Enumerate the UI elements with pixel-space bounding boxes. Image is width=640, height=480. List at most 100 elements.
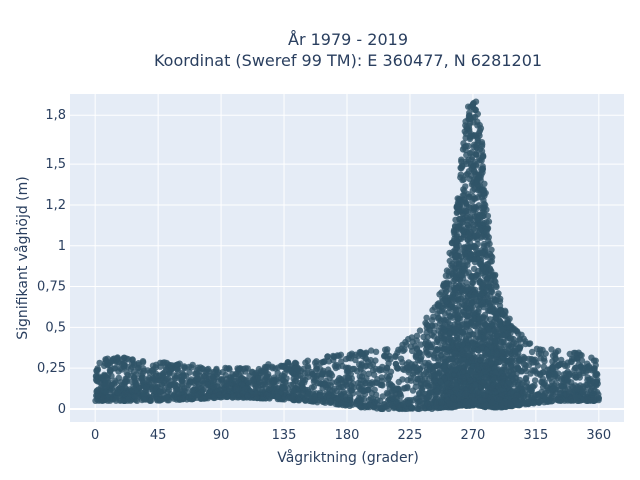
data-point xyxy=(355,379,362,387)
x-axis-ticks: 0 45 90 135 180 225 270 315 360 xyxy=(91,428,611,443)
data-point xyxy=(289,387,296,394)
data-point xyxy=(460,320,467,328)
data-point xyxy=(558,356,565,364)
data-point xyxy=(141,393,148,400)
data-point xyxy=(186,379,194,386)
data-point xyxy=(217,376,225,384)
data-point xyxy=(585,366,592,374)
data-point xyxy=(470,225,477,233)
data-point xyxy=(499,373,507,380)
data-point xyxy=(459,163,466,170)
data-point xyxy=(186,369,193,376)
data-point xyxy=(106,362,114,369)
data-point xyxy=(595,394,602,402)
data-point xyxy=(433,387,440,395)
data-point xyxy=(437,378,444,386)
data-point xyxy=(123,390,131,397)
data-point xyxy=(530,400,538,407)
data-point xyxy=(372,348,380,355)
y-axis-ticks: 0 0,25 0,5 0,75 1 1,2 1,5 1,8 xyxy=(37,108,66,417)
data-point xyxy=(255,375,262,382)
data-point xyxy=(527,370,534,377)
data-point xyxy=(345,374,353,382)
data-point xyxy=(378,377,386,384)
data-point xyxy=(530,358,538,365)
data-point xyxy=(305,364,312,372)
data-point xyxy=(445,309,452,316)
data-point xyxy=(471,242,478,250)
data-point xyxy=(367,362,374,369)
data-point xyxy=(360,396,368,403)
data-point xyxy=(476,316,483,323)
data-point xyxy=(467,273,474,280)
data-point xyxy=(443,267,451,274)
data-point xyxy=(458,253,465,260)
data-point xyxy=(528,387,535,395)
data-point xyxy=(400,400,407,408)
data-point xyxy=(287,381,295,389)
data-point xyxy=(367,381,374,389)
data-point xyxy=(279,385,287,392)
data-point xyxy=(121,360,128,367)
data-point xyxy=(433,362,441,369)
data-point xyxy=(198,377,206,384)
data-point xyxy=(452,216,459,224)
data-point xyxy=(422,380,429,387)
x-tick-label: 180 xyxy=(335,428,360,443)
data-point xyxy=(507,389,515,397)
data-point xyxy=(492,403,499,411)
data-point xyxy=(566,350,573,358)
data-point xyxy=(459,341,466,348)
data-point xyxy=(444,380,452,387)
data-point xyxy=(507,401,514,409)
data-point xyxy=(480,266,487,273)
data-point xyxy=(460,264,468,272)
data-point xyxy=(523,383,530,390)
data-point xyxy=(313,366,320,373)
data-point xyxy=(457,171,464,178)
data-point xyxy=(404,384,411,392)
data-point xyxy=(105,371,112,379)
data-point xyxy=(393,385,400,392)
data-point xyxy=(422,340,429,347)
data-point xyxy=(375,404,383,411)
data-point xyxy=(302,359,309,366)
data-point xyxy=(471,315,478,322)
data-point xyxy=(455,395,462,402)
data-point xyxy=(432,376,439,384)
data-point xyxy=(418,353,425,361)
data-point xyxy=(453,334,461,341)
data-point xyxy=(485,340,492,348)
data-point xyxy=(459,282,466,289)
data-point xyxy=(452,297,460,304)
data-point xyxy=(519,389,527,396)
data-point xyxy=(477,219,484,227)
x-tick-label: 225 xyxy=(398,428,423,443)
data-point xyxy=(577,364,584,371)
data-point xyxy=(337,351,345,358)
data-point xyxy=(355,395,363,402)
data-point xyxy=(490,343,498,350)
x-tick-label: 270 xyxy=(460,428,485,443)
data-point xyxy=(157,363,164,370)
data-point xyxy=(392,360,400,368)
data-point xyxy=(584,396,591,403)
data-point xyxy=(549,365,557,372)
data-point xyxy=(488,399,496,406)
y-tick-label: 1 xyxy=(58,239,66,254)
data-point xyxy=(496,396,503,403)
data-point xyxy=(294,366,302,373)
data-point xyxy=(255,384,262,392)
data-point xyxy=(440,364,448,371)
data-point xyxy=(446,324,453,331)
data-point xyxy=(167,362,174,369)
data-point xyxy=(180,372,188,380)
data-point xyxy=(485,282,493,289)
data-point xyxy=(98,374,105,381)
data-point xyxy=(479,250,486,257)
data-point xyxy=(446,330,453,337)
data-point xyxy=(382,367,389,374)
x-tick-label: 0 xyxy=(91,428,99,443)
data-point xyxy=(477,370,484,377)
chart-title-line-1: År 1979 - 2019 xyxy=(288,30,408,49)
